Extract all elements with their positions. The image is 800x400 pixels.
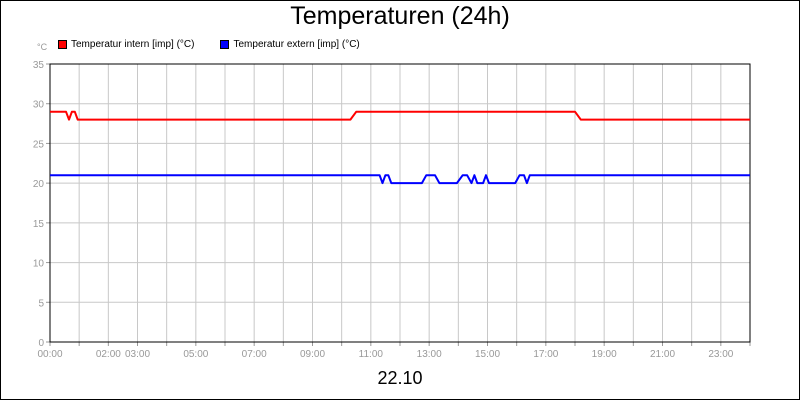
legend-item-extern: Temperatur extern [imp] (°C) — [220, 39, 360, 50]
plot-border — [49, 63, 751, 343]
series-line-intern — [50, 110, 750, 121]
y-tick-label: 0 — [38, 338, 44, 349]
x-tick-label: 17:00 — [533, 349, 558, 360]
chart-title: Temperaturen (24h) — [290, 2, 510, 30]
y-axis-unit: °C — [37, 42, 48, 52]
x-tick-label: 15:00 — [475, 349, 500, 360]
y-tick-label: 35 — [33, 60, 45, 71]
x-tick-label: 02:00 — [96, 349, 121, 360]
y-tick-label: 20 — [33, 179, 45, 190]
legend-swatch-intern — [58, 40, 67, 49]
date-label: 22.10 — [377, 368, 423, 388]
x-tick-label: 05:00 — [183, 349, 208, 360]
x-tick-label: 13:00 — [417, 349, 442, 360]
x-tick-label: 09:00 — [300, 349, 325, 360]
y-tick-label: 15 — [33, 219, 45, 230]
x-tick-label: 11:00 — [359, 349, 384, 360]
y-tick-label: 10 — [33, 259, 45, 270]
x-tick-label: 21:00 — [650, 349, 675, 360]
x-tick-label: 00:00 — [37, 349, 62, 360]
legend: Temperatur intern [imp] (°C) Temperatur … — [58, 39, 360, 50]
x-tick-label: 07:00 — [242, 349, 267, 360]
legend-label-intern: Temperatur intern [imp] (°C) — [71, 39, 195, 50]
x-tick-label: 19:00 — [592, 349, 617, 360]
x-tick-label: 03:00 — [125, 349, 150, 360]
legend-swatch-extern — [220, 40, 230, 49]
x-tick-label: 23:00 — [708, 349, 733, 360]
y-tick-label: 5 — [38, 298, 44, 309]
y-tick-label: 25 — [33, 139, 45, 150]
y-tick-label: 30 — [33, 100, 45, 111]
legend-label-extern: Temperatur extern [imp] (°C) — [233, 39, 360, 50]
legend-item-intern: Temperatur intern [imp] (°C) — [58, 39, 194, 50]
series-line-extern — [50, 174, 750, 185]
